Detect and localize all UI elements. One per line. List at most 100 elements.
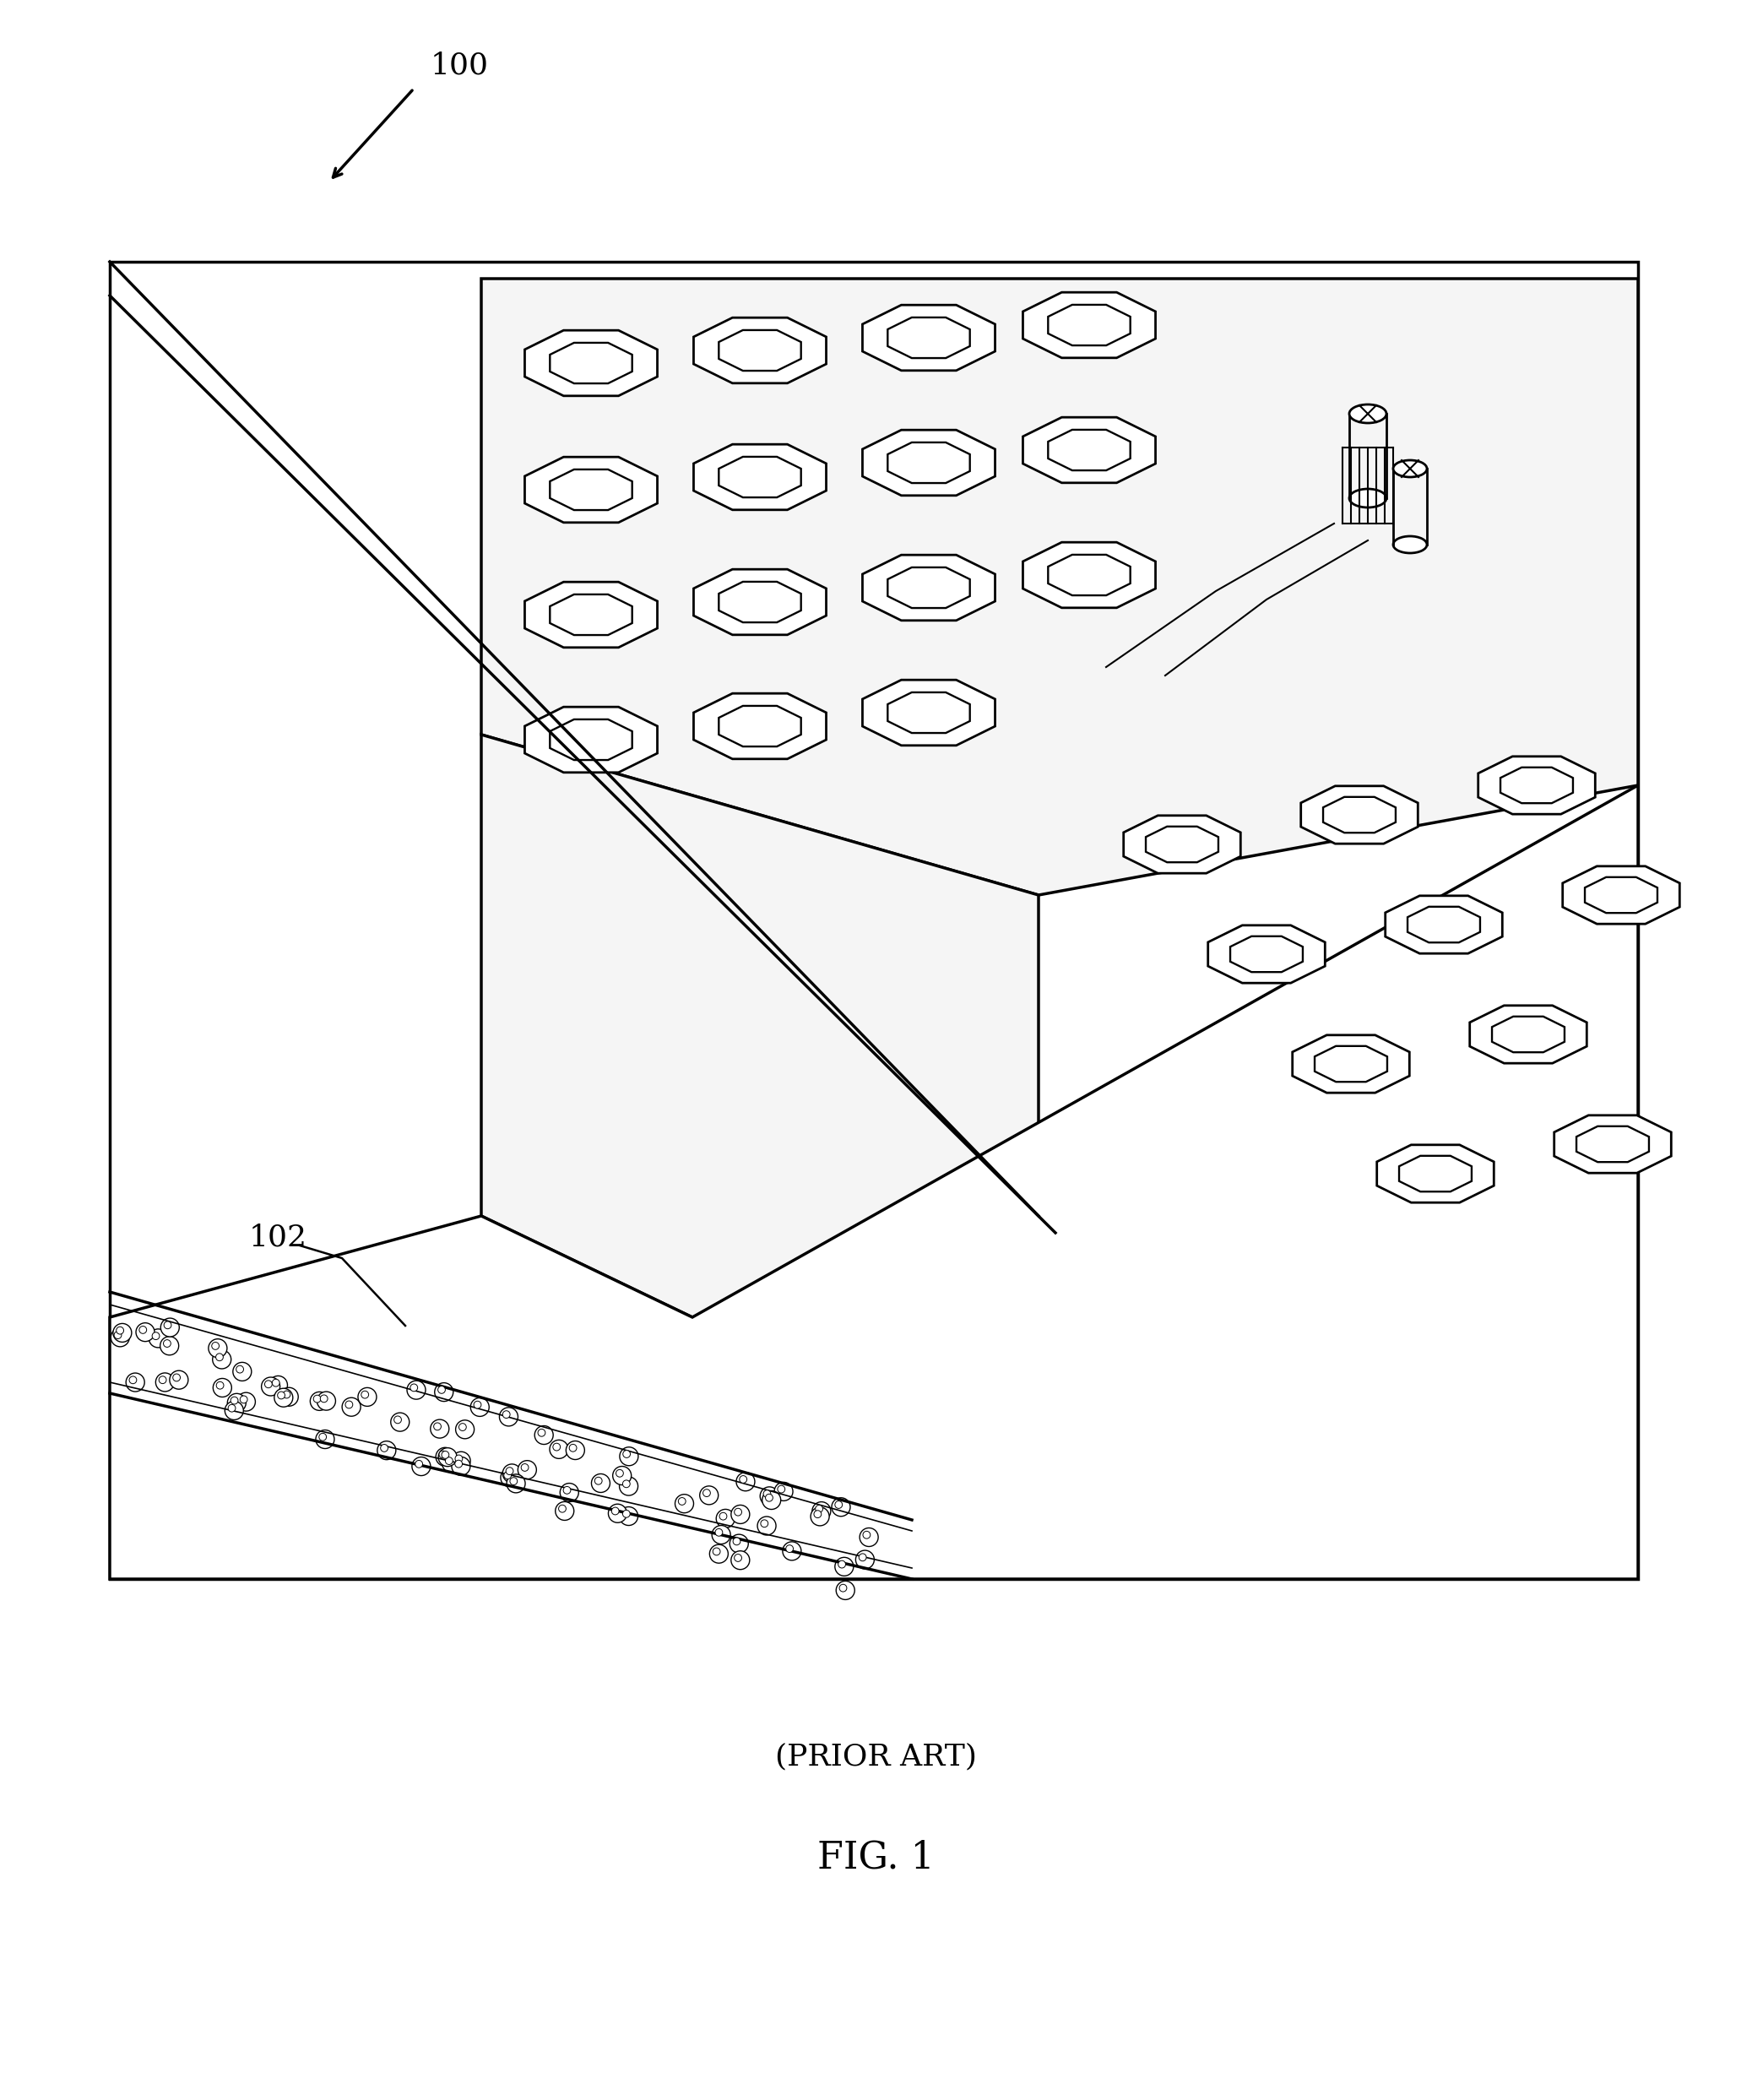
Circle shape xyxy=(410,1384,417,1392)
Polygon shape xyxy=(1048,430,1130,470)
Circle shape xyxy=(762,1491,781,1510)
Polygon shape xyxy=(550,720,632,760)
Circle shape xyxy=(731,1535,748,1552)
Circle shape xyxy=(699,1487,718,1504)
Circle shape xyxy=(456,1420,475,1439)
Circle shape xyxy=(678,1497,685,1506)
Circle shape xyxy=(280,1388,298,1407)
Circle shape xyxy=(445,1457,452,1464)
Circle shape xyxy=(778,1485,785,1493)
Circle shape xyxy=(114,1323,131,1342)
Circle shape xyxy=(161,1319,179,1338)
Circle shape xyxy=(130,1376,137,1384)
Circle shape xyxy=(321,1394,328,1403)
Circle shape xyxy=(345,1401,352,1409)
Circle shape xyxy=(499,1407,519,1426)
Polygon shape xyxy=(110,785,1638,1579)
Polygon shape xyxy=(1407,907,1480,943)
Polygon shape xyxy=(550,342,632,384)
Circle shape xyxy=(764,1491,771,1497)
Circle shape xyxy=(620,1508,638,1525)
Polygon shape xyxy=(718,582,801,622)
Polygon shape xyxy=(1577,1126,1649,1161)
Circle shape xyxy=(406,1380,426,1399)
Circle shape xyxy=(434,1382,454,1401)
Circle shape xyxy=(624,1451,631,1457)
Circle shape xyxy=(703,1489,710,1497)
Circle shape xyxy=(215,1382,224,1388)
Polygon shape xyxy=(482,735,1039,1317)
Polygon shape xyxy=(526,458,657,523)
Circle shape xyxy=(438,1447,457,1466)
Circle shape xyxy=(766,1493,773,1502)
Text: FIG. 1: FIG. 1 xyxy=(816,1840,934,1875)
Text: 100: 100 xyxy=(431,53,489,80)
Circle shape xyxy=(757,1516,776,1535)
Ellipse shape xyxy=(1393,460,1426,477)
Circle shape xyxy=(720,1512,727,1520)
Circle shape xyxy=(608,1504,627,1522)
Circle shape xyxy=(836,1502,843,1508)
Circle shape xyxy=(391,1413,410,1432)
Circle shape xyxy=(717,1510,734,1529)
Bar xyxy=(110,262,1638,1579)
Circle shape xyxy=(836,1581,855,1600)
Circle shape xyxy=(555,1502,575,1520)
Circle shape xyxy=(275,1388,293,1407)
Circle shape xyxy=(163,1340,172,1348)
Circle shape xyxy=(611,1508,618,1514)
Polygon shape xyxy=(718,330,801,372)
Circle shape xyxy=(864,1531,871,1539)
Circle shape xyxy=(438,1386,445,1394)
Circle shape xyxy=(534,1426,554,1445)
Polygon shape xyxy=(1023,418,1156,483)
Circle shape xyxy=(237,1365,244,1373)
Circle shape xyxy=(412,1457,431,1476)
Circle shape xyxy=(152,1331,159,1340)
Circle shape xyxy=(787,1546,794,1552)
Circle shape xyxy=(268,1376,287,1394)
Polygon shape xyxy=(694,445,827,510)
Circle shape xyxy=(855,1550,874,1569)
Polygon shape xyxy=(718,706,801,746)
Circle shape xyxy=(228,1394,245,1411)
Circle shape xyxy=(357,1388,377,1407)
Circle shape xyxy=(272,1380,280,1386)
Circle shape xyxy=(564,1487,571,1493)
Polygon shape xyxy=(1470,1006,1587,1063)
Circle shape xyxy=(394,1415,401,1424)
Circle shape xyxy=(622,1510,631,1518)
Circle shape xyxy=(506,1468,513,1474)
Polygon shape xyxy=(1293,1035,1409,1092)
Polygon shape xyxy=(1023,542,1156,607)
Circle shape xyxy=(839,1583,846,1592)
Circle shape xyxy=(315,1430,335,1449)
Circle shape xyxy=(317,1392,336,1411)
Circle shape xyxy=(228,1405,235,1411)
Text: (PRIOR ART): (PRIOR ART) xyxy=(774,1743,976,1770)
Circle shape xyxy=(503,1411,510,1418)
Circle shape xyxy=(734,1508,741,1516)
Circle shape xyxy=(440,1451,447,1457)
Polygon shape xyxy=(482,279,1638,895)
Circle shape xyxy=(760,1487,778,1506)
Circle shape xyxy=(314,1394,321,1403)
Circle shape xyxy=(471,1399,489,1415)
Circle shape xyxy=(237,1392,256,1411)
Circle shape xyxy=(554,1443,561,1451)
Circle shape xyxy=(739,1476,746,1483)
Circle shape xyxy=(510,1478,517,1485)
Circle shape xyxy=(442,1453,461,1472)
Circle shape xyxy=(837,1560,846,1569)
Circle shape xyxy=(159,1336,179,1354)
Polygon shape xyxy=(1377,1145,1494,1203)
Circle shape xyxy=(710,1546,729,1562)
Circle shape xyxy=(173,1373,180,1382)
Circle shape xyxy=(380,1445,387,1451)
Polygon shape xyxy=(862,304,995,370)
Polygon shape xyxy=(694,317,827,382)
Circle shape xyxy=(620,1476,638,1495)
Polygon shape xyxy=(1048,554,1130,594)
Circle shape xyxy=(415,1460,422,1468)
Circle shape xyxy=(114,1331,121,1340)
